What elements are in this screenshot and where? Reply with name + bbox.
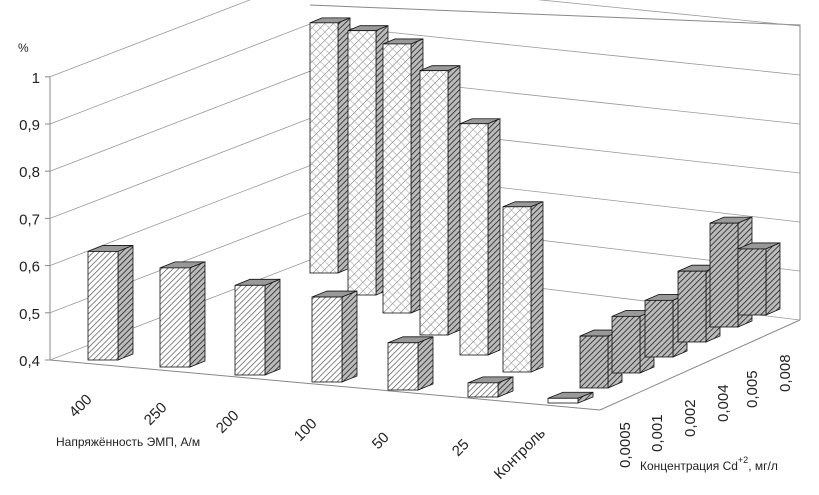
bar-emf [159, 261, 206, 368]
z-axis-title-sup: +2 [738, 455, 748, 465]
x-tick-label: Контроль [491, 425, 549, 483]
z-tick-label: 0,005 [744, 370, 761, 408]
bar-front [309, 22, 339, 274]
bar-emf [311, 290, 358, 383]
bar-emf [387, 336, 434, 391]
y-axis-unit: % [18, 41, 29, 55]
bar-emf [87, 244, 134, 361]
bar-side [117, 244, 134, 361]
x-tick-label: 200 [213, 407, 243, 437]
bar-front [737, 248, 767, 316]
bar-cd [579, 329, 623, 389]
bar-front [547, 397, 579, 404]
y-tick-label: 1 [32, 70, 40, 87]
bar-diagonal [347, 25, 389, 296]
bar-side [264, 278, 281, 376]
bar-side [765, 242, 781, 316]
bar-front [311, 296, 343, 383]
x-axis-title: Напряжённость ЭМП, А/м [56, 435, 200, 449]
bar-front [644, 299, 674, 358]
bar-diagonal [382, 38, 424, 314]
y-tick-label: 0,7 [19, 211, 40, 228]
z-axis-title-unit: , мг/л [748, 459, 778, 473]
x-tick-label: 50 [369, 429, 393, 453]
bar-front [382, 43, 412, 314]
bar-front [234, 284, 266, 376]
x-tick-label: 250 [141, 399, 171, 429]
z-tick-label: 0,0005 [617, 422, 634, 468]
floor-edge [49, 319, 801, 411]
bar-front [87, 251, 119, 361]
bar-side [341, 290, 358, 383]
z-tick-label: 0,001 [649, 414, 666, 452]
bar-side [189, 261, 206, 368]
bar-side [530, 201, 544, 373]
z-axis-title: Концентрация Cd+2, мг/л [640, 455, 778, 473]
bar-front [159, 267, 191, 368]
bar-front [347, 30, 377, 296]
y-tick-label: 0,6 [19, 259, 40, 276]
bar-front [387, 342, 419, 391]
y-tick-label: 0,8 [19, 164, 40, 181]
bar-diagonal [502, 201, 544, 373]
bar-front [502, 206, 532, 373]
z-tick-label: 0,004 [715, 384, 732, 422]
bar-diagonal [419, 65, 461, 336]
bar-side [447, 65, 461, 336]
x-tick-label: 25 [449, 436, 473, 460]
gridline [49, 0, 801, 78]
bar-side [487, 118, 501, 356]
bar-diagonal [309, 17, 351, 274]
bar-front [579, 335, 609, 389]
y-tick-label: 0,5 [19, 306, 40, 323]
chart-bars [87, 17, 781, 404]
bar-emf [467, 376, 514, 398]
bar-front [467, 382, 499, 398]
z-tick-label: 0,008 [777, 354, 794, 392]
bar-cd [737, 242, 781, 316]
z-tick-label: 0,002 [682, 399, 699, 437]
bar-emf [234, 278, 281, 376]
x-tick-label: 400 [66, 391, 96, 421]
bar-emf [547, 391, 594, 404]
bar-front [677, 270, 707, 343]
bar-side [417, 336, 434, 391]
bar-diagonal [459, 118, 501, 356]
x-tick-label: 100 [291, 415, 321, 445]
y-tick-label: 0,4 [19, 353, 40, 370]
bar-front [611, 315, 641, 374]
bar-front [459, 123, 489, 356]
z-axis-title-main: Концентрация Cd [640, 459, 738, 473]
bar-front [709, 222, 739, 328]
bar-front [419, 70, 449, 336]
y-tick-label: 0,9 [19, 117, 40, 134]
